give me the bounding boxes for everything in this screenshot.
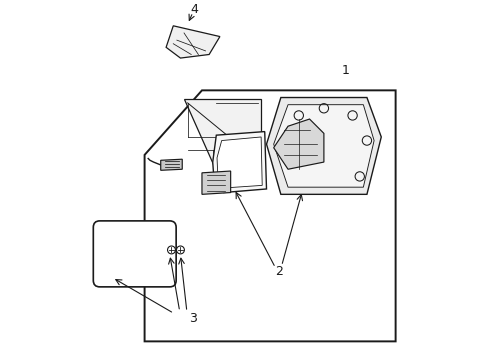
Polygon shape <box>217 137 262 188</box>
Polygon shape <box>213 132 267 193</box>
Polygon shape <box>166 26 220 58</box>
Polygon shape <box>267 98 381 194</box>
Polygon shape <box>274 119 324 169</box>
Polygon shape <box>202 171 231 194</box>
Polygon shape <box>161 159 182 170</box>
Text: 3: 3 <box>189 311 197 325</box>
Polygon shape <box>184 99 261 164</box>
Text: 4: 4 <box>191 3 199 16</box>
Text: 2: 2 <box>275 265 283 278</box>
FancyBboxPatch shape <box>93 221 176 287</box>
Polygon shape <box>274 105 374 187</box>
Polygon shape <box>145 90 395 341</box>
Text: 1: 1 <box>342 64 349 77</box>
